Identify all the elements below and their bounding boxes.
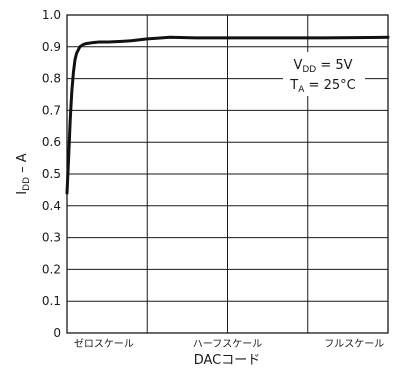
- annotation-background: [283, 52, 365, 96]
- y-tick-label: 1.0: [42, 8, 61, 22]
- annotation-ta-sub: A: [298, 85, 305, 95]
- y-tick-labels: 0 0.1 0.2 0.3 0.4 0.5 0.6 0.7 0.8 0.9 1.0: [42, 8, 61, 340]
- y-axis-title: IDD – A: [15, 153, 32, 194]
- y-tick-label: 0.4: [42, 199, 61, 213]
- y-axis-title-main: I: [15, 191, 30, 195]
- x-axis-title: DACコード: [194, 353, 261, 368]
- x-tick-labels: ゼロスケール ハーフスケール フルスケール: [74, 338, 384, 350]
- annotation-vdd-main: V: [293, 58, 302, 73]
- annotation-vdd-sub: DD: [302, 65, 316, 75]
- series-line: [65, 35, 390, 195]
- annotation-vdd-tail: = 5V: [316, 58, 352, 73]
- annotation-ta-main: T: [289, 78, 298, 93]
- series-layer: [65, 35, 390, 195]
- y-tick-label: 0.5: [42, 167, 61, 181]
- y-tick-label: 0.1: [42, 294, 61, 308]
- y-tick-label: 0: [53, 326, 61, 340]
- x-tick-label: ハーフスケール: [193, 338, 262, 350]
- y-axis-title-tail: – A: [15, 153, 30, 177]
- y-axis-title-sub: DD: [22, 177, 32, 191]
- y-tick-label: 0.9: [42, 40, 61, 54]
- annotation-vdd: VDD = 5V: [293, 58, 352, 75]
- annotation-ta: TA = 25°C: [289, 78, 355, 95]
- y-tick-label: 0.6: [42, 135, 61, 149]
- y-tick-label: 0.2: [42, 262, 61, 276]
- annotation-ta-tail: = 25°C: [304, 78, 355, 93]
- y-tick-label: 0.8: [42, 72, 61, 86]
- x-tick-label: ゼロスケール: [74, 338, 134, 350]
- x-tick-label: フルスケール: [324, 338, 384, 350]
- y-tick-label: 0.3: [42, 231, 61, 245]
- y-tick-label: 0.7: [42, 103, 61, 117]
